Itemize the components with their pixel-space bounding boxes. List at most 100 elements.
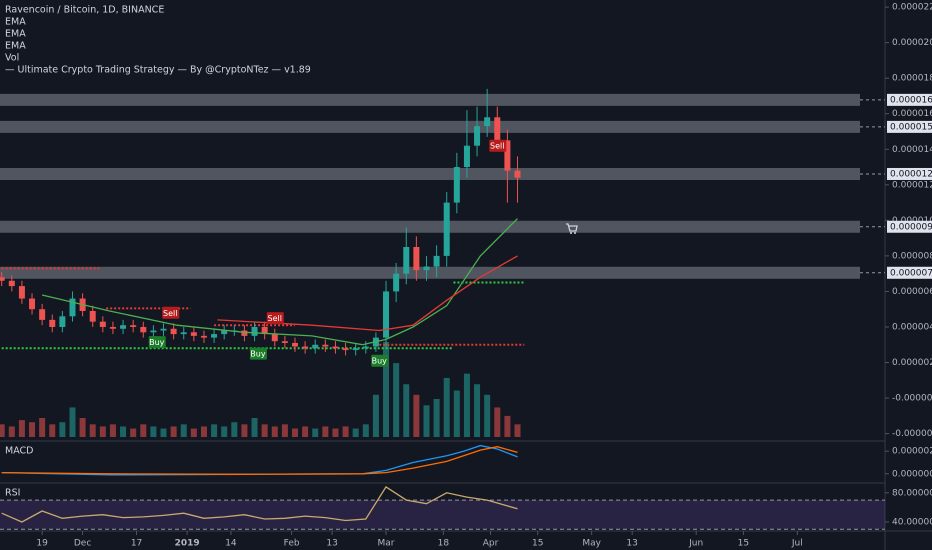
x-tick-label: Dec [74, 539, 91, 549]
volume-bar [453, 390, 460, 437]
x-tick-label: Feb [284, 539, 300, 549]
volume-bar [150, 426, 157, 437]
candle-body [302, 346, 309, 349]
candle-body [292, 342, 298, 347]
x-tick-label: 19 [36, 539, 48, 549]
x-tick-label: Jun [688, 539, 703, 549]
volume-bar [180, 424, 187, 437]
x-tick-label: 17 [131, 539, 142, 549]
volume-bar [69, 407, 76, 437]
volume-bar [0, 424, 5, 437]
candle-body [221, 330, 228, 335]
x-tick-label: Jul [791, 539, 803, 549]
level-label-box [887, 120, 932, 133]
volume-bar [130, 428, 137, 437]
y-tick-label: 80.00000 [892, 488, 932, 498]
y-tick-label: 0.00001400 [892, 145, 932, 155]
x-tick-label: 14 [225, 539, 237, 549]
signal-label: Buy [250, 350, 266, 359]
level-label: 0.00001526 [890, 122, 932, 132]
y-tick-label: 0.00000400 [892, 322, 932, 332]
candle-body [322, 344, 329, 347]
volume-bar [251, 418, 258, 437]
candle-body [200, 335, 207, 338]
volume-bar [140, 424, 147, 437]
y-tick-label: 0.00000000 [892, 469, 932, 479]
candle-body [69, 298, 76, 317]
candle-body [453, 167, 460, 203]
bands [0, 93, 860, 279]
x-tick-label: 13 [626, 539, 637, 549]
candle-body [342, 348, 349, 351]
y-tick-label: -0.00000200 [892, 429, 932, 439]
volume-bar [383, 342, 390, 437]
volume-bar [200, 426, 207, 437]
candle-body [99, 321, 106, 327]
volume-bar [322, 426, 329, 437]
volume-bar [504, 415, 511, 437]
macd-line [1, 446, 518, 475]
volume-bar [281, 424, 288, 437]
ema-line [217, 255, 518, 332]
y-tick-label: 0.00000800 [892, 251, 932, 261]
y-tick-label: 0.00001800 [892, 74, 932, 84]
candle-body [474, 126, 481, 146]
legend-item: EMA [5, 41, 26, 52]
volume-bar [221, 426, 228, 437]
signal-box [148, 336, 166, 349]
volume-bar [39, 418, 46, 437]
candle-body [251, 326, 258, 336]
candle-body [362, 346, 369, 349]
ema-line [41, 218, 518, 346]
candle-body [261, 326, 268, 335]
volume-bar [99, 426, 106, 437]
y-tick-label: 0.00002200 [892, 3, 932, 13]
volume-bar [261, 424, 268, 437]
legend-item: — Ultimate Crypto Trading Strategy — By … [5, 65, 311, 76]
signal-label: Sell [163, 309, 177, 318]
candle-body [332, 346, 339, 349]
candle-body [211, 334, 218, 338]
rsi-line [1, 485, 518, 523]
candle-body [0, 277, 5, 281]
volume-bar [474, 384, 481, 437]
level-label: 0.00001678 [890, 95, 932, 105]
volume-bar [8, 426, 15, 437]
volume-bar [211, 424, 218, 437]
signal-box [162, 306, 180, 319]
volume-bar [29, 422, 36, 437]
candle-body [312, 344, 319, 349]
level-band [0, 266, 860, 279]
signal-box [249, 347, 267, 360]
signal-box [489, 139, 507, 152]
candle-body [443, 202, 450, 256]
legend-item: Vol [5, 53, 19, 64]
candle-body [18, 286, 25, 299]
y-tick-label: 40.00000 [892, 517, 932, 527]
signal-label: Buy [149, 338, 165, 347]
candle-body [504, 140, 511, 171]
signal-label: Sell [490, 142, 504, 151]
y-tick-label: 0.00001600 [892, 109, 932, 119]
x-tick-label: 15 [738, 539, 749, 549]
candle-body [484, 117, 491, 127]
candle-body [393, 273, 400, 292]
y-tick-label: 0.00000200 [892, 447, 932, 457]
candle-body [39, 309, 46, 320]
volume-bar [271, 426, 278, 437]
x-tick-label: 2019 [175, 539, 200, 549]
signal-label: Sell [268, 314, 282, 323]
volume-bar [443, 377, 450, 437]
volume-bar [352, 428, 359, 437]
candle-body [49, 319, 56, 327]
level-label: 0.00001261 [890, 169, 932, 179]
pane-title: RSI [5, 488, 20, 499]
legend-item: EMA [5, 29, 26, 40]
volume-bar [190, 428, 197, 437]
level-label-box [887, 266, 932, 279]
candle-body [130, 325, 137, 327]
x-tick-label: 18 [438, 539, 450, 549]
candle-body [463, 145, 470, 168]
level-label-box [887, 93, 932, 106]
volume-bar [423, 405, 430, 437]
